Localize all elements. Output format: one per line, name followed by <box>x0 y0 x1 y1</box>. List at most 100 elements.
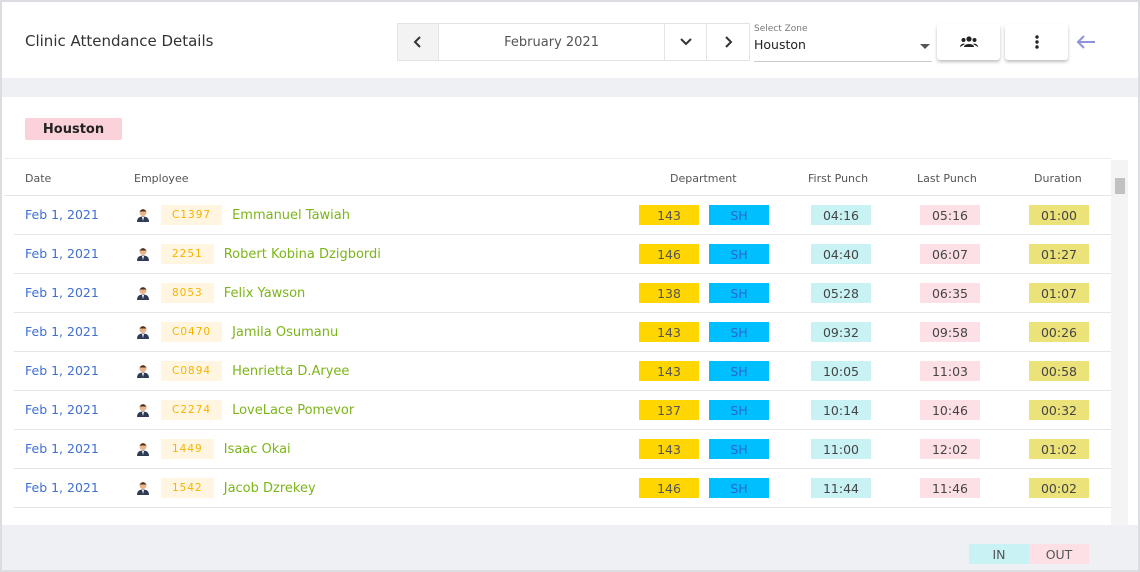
employee-code: C1397 <box>161 205 223 225</box>
first-punch: 11:44 <box>811 478 871 498</box>
employee: 1449 Isaac Okai <box>161 439 291 459</box>
zone-label: Select Zone <box>754 24 808 34</box>
first-punch: 11:00 <box>811 439 871 459</box>
zone-select[interactable]: Select Zone Houston <box>754 24 932 62</box>
first-punch: 09:32 <box>811 322 871 342</box>
employee-code: 2251 <box>161 244 214 264</box>
avatar <box>137 442 149 459</box>
employee-name: Isaac Okai <box>223 441 291 457</box>
date: Feb 1, 2021 <box>25 246 99 261</box>
duration: 00:26 <box>1029 322 1089 342</box>
legend-out: OUT <box>1029 544 1089 564</box>
employee-code: 1449 <box>161 439 214 459</box>
caret <box>920 44 930 49</box>
employee: C0894 Henrietta D.Aryee <box>161 361 349 381</box>
employee-name: Robert Kobina Dzigbordi <box>223 246 381 262</box>
employee-name: Jacob Dzrekey <box>223 480 316 496</box>
last-punch: 06:07 <box>920 244 980 264</box>
table-row[interactable]: Feb 1, 2021 1449 Isaac Okai 143 SH 11:00 12:02… <box>14 430 1111 469</box>
shift: SH <box>709 478 769 498</box>
first-punch: 04:40 <box>811 244 871 264</box>
col-header: Department <box>670 172 737 185</box>
employee-code: 1542 <box>161 478 214 498</box>
department: 143 <box>639 439 699 459</box>
avatar <box>137 286 149 303</box>
page-title: Clinic Attendance Details <box>25 32 214 50</box>
shift: SH <box>709 322 769 342</box>
col-header: Employee <box>134 172 189 185</box>
prev-button[interactable] <box>398 24 439 60</box>
department: 143 <box>639 205 699 225</box>
first-punch: 10:05 <box>811 361 871 381</box>
employee-code: C0470 <box>161 322 223 342</box>
employee-code: C2274 <box>161 400 223 420</box>
separator <box>2 78 1138 97</box>
duration: 01:07 <box>1029 283 1089 303</box>
legend-in: IN <box>969 544 1029 564</box>
employee: C1397 Emmanuel Tawiah <box>161 205 350 225</box>
employee-code: C0894 <box>161 361 223 381</box>
col-header: Date <box>25 172 52 185</box>
group-button[interactable] <box>937 24 1000 60</box>
shift: SH <box>709 205 769 225</box>
date: Feb 1, 2021 <box>25 207 99 222</box>
date: Feb 1, 2021 <box>25 480 99 495</box>
table-row[interactable]: Feb 1, 2021 C2274 LoveLace Pomevor 137 SH 10:… <box>14 391 1111 430</box>
table-row[interactable]: Feb 1, 2021 8053 Felix Yawson 138 SH 05:28 06:… <box>14 274 1111 313</box>
avatar <box>137 208 149 225</box>
shift: SH <box>709 400 769 420</box>
scrollbar[interactable] <box>1111 160 1128 525</box>
employee-name: LoveLace Pomevor <box>232 402 355 418</box>
last-punch: 05:16 <box>920 205 980 225</box>
table-row[interactable]: Feb 1, 2021 C0470 Jamila Osumanu 143 SH 09:32… <box>14 313 1111 352</box>
duration: 01:27 <box>1029 244 1089 264</box>
last-punch: 09:58 <box>920 322 980 342</box>
table-row[interactable]: Feb 1, 2021 1542 Jacob Dzrekey 146 SH 11:44 11… <box>14 469 1111 508</box>
back-arrow[interactable] <box>1075 34 1097 50</box>
table-row[interactable]: Feb 1, 2021 2251 Robert Kobina Dzigbordi 14… <box>14 235 1111 274</box>
month-picker: February 2021 <box>397 23 750 61</box>
col-header: First Punch <box>808 172 869 185</box>
employee-name: Jamila Osumanu <box>232 324 339 340</box>
employee-name: Felix Yawson <box>223 285 306 301</box>
shift: SH <box>709 361 769 381</box>
first-punch: 05:28 <box>811 283 871 303</box>
month-dropdown[interactable] <box>665 24 708 60</box>
employee: 1542 Jacob Dzrekey <box>161 478 316 498</box>
next-button[interactable] <box>707 24 749 60</box>
footer: IN OUT <box>2 525 1138 570</box>
employee-name: Emmanuel Tawiah <box>232 207 350 223</box>
avatar <box>137 364 149 381</box>
department: 146 <box>639 478 699 498</box>
last-punch: 10:46 <box>920 400 980 420</box>
employee-name: Henrietta D.Aryee <box>232 363 350 379</box>
date: Feb 1, 2021 <box>25 441 99 456</box>
table-header: Date Employee Department First Punch Las… <box>4 158 1111 196</box>
employee: 8053 Felix Yawson <box>161 283 305 303</box>
first-punch: 04:16 <box>811 205 871 225</box>
first-punch: 10:14 <box>811 400 871 420</box>
zone-value: Houston <box>754 37 806 52</box>
table-row[interactable]: Feb 1, 2021 C0894 Henrietta D.Aryee 143 SH 10… <box>14 352 1111 391</box>
col-header: Last Punch <box>917 172 977 185</box>
last-punch: 06:35 <box>920 283 980 303</box>
table-body: Feb 1, 2021 C1397 Emmanuel Tawiah 143 SH 04:1… <box>2 196 1112 525</box>
zone-tag: Houston <box>25 118 122 140</box>
shift: SH <box>709 283 769 303</box>
duration: 01:02 <box>1029 439 1089 459</box>
duration: 00:02 <box>1029 478 1089 498</box>
shift: SH <box>709 244 769 264</box>
avatar <box>137 403 149 420</box>
month-label: February 2021 <box>439 24 666 60</box>
department: 143 <box>639 361 699 381</box>
menu-button[interactable] <box>1005 24 1068 60</box>
avatar <box>137 481 149 498</box>
department: 137 <box>639 400 699 420</box>
col-header: Duration <box>1034 172 1082 185</box>
table-row[interactable]: Feb 1, 2021 C1397 Emmanuel Tawiah 143 SH 04:1… <box>14 196 1111 235</box>
employee: 2251 Robert Kobina Dzigbordi <box>161 244 381 264</box>
department: 138 <box>639 283 699 303</box>
avatar <box>137 325 149 342</box>
last-punch: 11:46 <box>920 478 980 498</box>
